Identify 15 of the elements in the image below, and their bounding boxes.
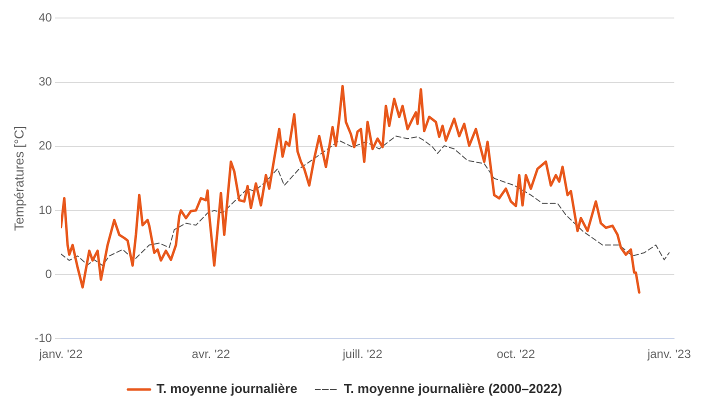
y-tick-label: -10	[34, 330, 52, 345]
legend-label: T. moyenne journalière	[156, 381, 298, 396]
legend-label: T. moyenne journalière (2000–2022)	[344, 381, 562, 396]
y-tick-label: 30	[38, 74, 52, 89]
y-tick-label: 20	[38, 138, 52, 153]
x-tick-label: oct. '22	[496, 347, 536, 362]
x-tick-label: juill. '22	[342, 347, 383, 362]
x-tick-label: avr. '22	[192, 347, 230, 362]
y-tick-label: 0	[45, 266, 52, 281]
y-axis-title: Températures [°C]	[11, 126, 26, 231]
x-tick-label: janv. '23	[646, 347, 692, 362]
y-tick-label: 40	[38, 10, 52, 25]
y-tick-label: 10	[38, 202, 52, 217]
line-series	[60, 136, 670, 266]
x-tick-label: janv. '22	[38, 347, 83, 362]
